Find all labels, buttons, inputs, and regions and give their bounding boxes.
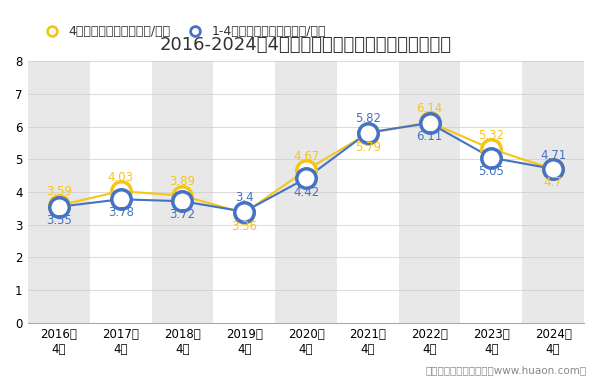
Text: 3.89: 3.89 — [170, 175, 195, 188]
Text: 5.82: 5.82 — [355, 112, 381, 125]
Text: 3.59: 3.59 — [46, 185, 72, 198]
Text: 4.7: 4.7 — [544, 176, 562, 190]
Text: 3.78: 3.78 — [108, 207, 134, 219]
Text: 制图：华经产业研究院（www.huaon.com）: 制图：华经产业研究院（www.huaon.com） — [426, 365, 587, 375]
Title: 2016-2024年4月大连商品交易所豆一期货成交均价: 2016-2024年4月大连商品交易所豆一期货成交均价 — [160, 36, 452, 54]
Text: 4.03: 4.03 — [108, 171, 134, 184]
Text: 3.36: 3.36 — [231, 220, 257, 233]
Text: 5.32: 5.32 — [479, 129, 504, 142]
Text: 6.14: 6.14 — [416, 102, 443, 115]
Text: 3.4: 3.4 — [235, 191, 253, 205]
Text: 6.11: 6.11 — [416, 130, 443, 143]
Text: 3.72: 3.72 — [170, 208, 195, 221]
Text: 4.42: 4.42 — [293, 186, 319, 199]
Bar — [522, 61, 584, 323]
Bar — [275, 61, 337, 323]
Text: 5.79: 5.79 — [355, 141, 381, 154]
Bar — [399, 61, 461, 323]
Text: 5.05: 5.05 — [479, 165, 504, 178]
Text: 3.55: 3.55 — [46, 214, 72, 227]
Text: 4.71: 4.71 — [540, 149, 566, 162]
Bar — [28, 61, 90, 323]
Bar — [152, 61, 213, 323]
Text: 4.67: 4.67 — [293, 150, 319, 163]
Legend: 4月期货成交均价（万元/手）, 1-4月期货成交均价（万元/手）: 4月期货成交均价（万元/手）, 1-4月期货成交均价（万元/手） — [34, 20, 331, 44]
